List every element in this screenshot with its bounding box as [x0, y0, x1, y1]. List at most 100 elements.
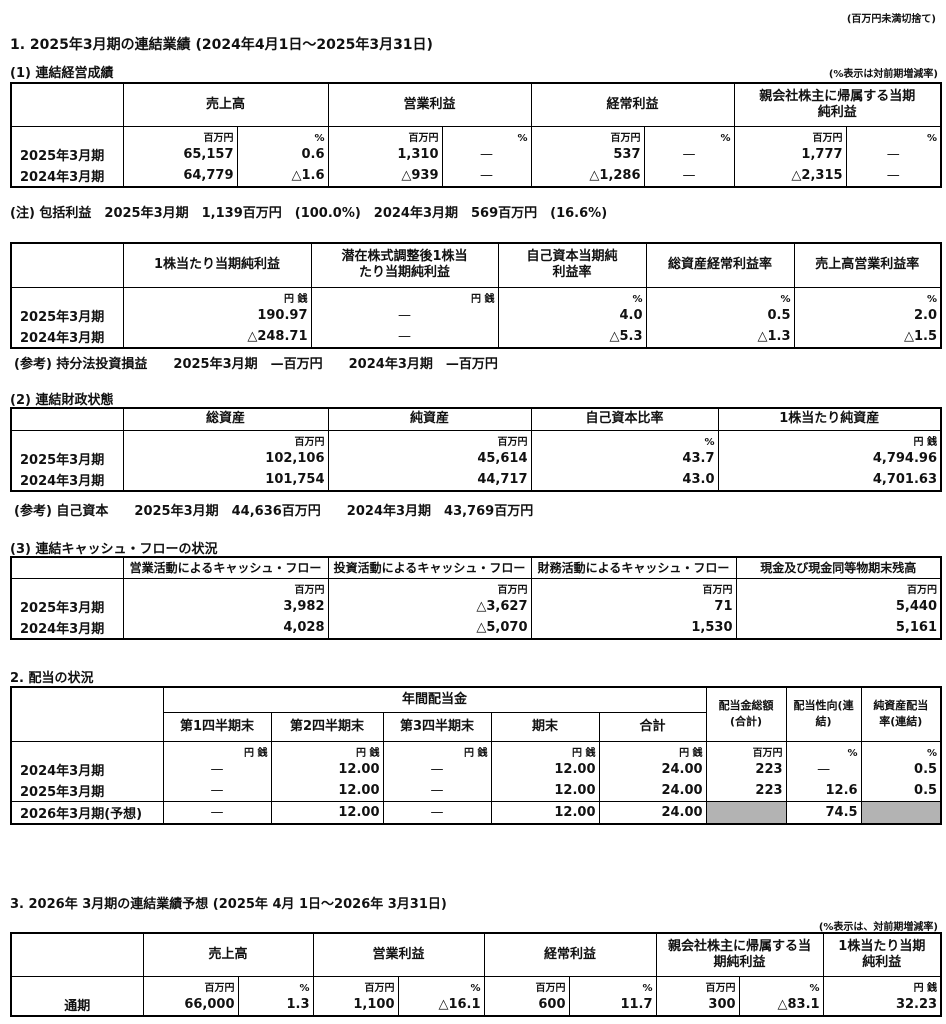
- section1-title: 1. 2025年3月期の連結業績 (2024年4月1日～2025年3月31日): [10, 37, 433, 53]
- header-sales: 売上高: [142, 933, 314, 977]
- table-body: 百万円 百万円 百万円 百万円 2025年3月期 3,982 △3,627 71 5,440 20…: [10, 577, 942, 639]
- cell-value: —: [785, 758, 862, 780]
- unit-label: %: [645, 286, 795, 305]
- per-share-table: 1株当たり当期純利益 潜在株式調整後1株当たり当期純利益 自己資本当期純利益率 …: [10, 242, 942, 349]
- cell-value: —: [643, 143, 735, 165]
- header-blank: [10, 408, 124, 431]
- row-label: 2025年3月期: [10, 595, 124, 617]
- cell-value: 24.00: [598, 758, 707, 780]
- header-roe: 自己資本当期純利益率: [497, 243, 647, 288]
- unit-label: [10, 740, 164, 759]
- header-operating-margin: 売上高営業利益率: [793, 243, 942, 288]
- header-operating-profit: 営業利益: [327, 83, 532, 127]
- unit-label: [10, 429, 124, 448]
- cell-value: 1,777: [733, 143, 847, 165]
- header-diluted-eps: 潜在株式調整後1株当たり当期純利益: [310, 243, 499, 288]
- cell-value: —: [845, 143, 942, 165]
- unit-label: %: [237, 975, 314, 994]
- row-label: 通期: [10, 993, 144, 1016]
- cell-value: 1.3: [237, 993, 314, 1016]
- cell-value: [705, 800, 787, 824]
- cell-value: —: [162, 758, 272, 780]
- cell-value: 101,754: [122, 468, 329, 491]
- header-investing-cf: 投資活動によるキャッシュ・フロー: [327, 557, 532, 579]
- units-row: 円 銭円 銭%%%: [10, 286, 942, 305]
- unit-label: 百万円: [530, 577, 737, 596]
- table-row: 2024年3月期 64,779 △1.6 △939— △1,286— △2,315—: [10, 164, 942, 187]
- unit-label: 百万円: [122, 429, 329, 448]
- unit-label: 百万円: [705, 740, 787, 759]
- cell-value: 45,614: [327, 447, 532, 469]
- cell-value: —: [441, 164, 532, 187]
- header-payout-ratio: 配当性向(連結): [785, 687, 862, 742]
- cell-value: 65,157: [122, 143, 238, 165]
- sub3-title: (3) 連結キャッシュ・フローの状況: [10, 542, 218, 557]
- unit-label: 百万円: [735, 577, 942, 596]
- cell-value: △16.1: [397, 993, 485, 1016]
- unit-label: [10, 286, 124, 305]
- unit-note: (百万円未満切捨て): [846, 14, 936, 25]
- unit-label: %: [793, 286, 942, 305]
- unit-label: 百万円: [327, 577, 532, 596]
- unit-label: 円 銭: [310, 286, 499, 305]
- sub1-title: (1) 連結経営成績: [10, 66, 114, 81]
- dividend-table: 年間配当金 配当金総額(合計) 配当性向(連結) 純資産配当率(連結) 第1四半…: [10, 686, 943, 825]
- header-bps: 1株当たり純資産: [717, 408, 942, 431]
- cell-value: 102,106: [122, 447, 329, 469]
- header-year-end: 期末: [490, 712, 600, 742]
- unit-label: %: [441, 125, 532, 144]
- financial-position-table: 総資産 純資産 自己資本比率 1株当たり純資産 百万円 百万円% 円 銭 2025年3…: [10, 407, 942, 492]
- cell-value: 4,701.63: [717, 468, 942, 491]
- cell-value: △1.5: [793, 325, 942, 348]
- cell-value: 223: [705, 758, 787, 780]
- unit-label: 円 銭: [598, 740, 707, 759]
- section2-title: 2. 配当の状況: [10, 671, 94, 686]
- cell-value: 12.00: [270, 758, 384, 780]
- table-body: 百万円% 百万円% 百万円% 百万円% 円 銭通期 66,000 1.3 1,100 △16.1…: [10, 975, 942, 1016]
- row-label: 2025年3月期: [10, 447, 124, 469]
- cell-value: 0.5: [860, 779, 942, 801]
- cell-value: △3,627: [327, 595, 532, 617]
- cell-value: —: [310, 304, 499, 326]
- cell-value: △1.3: [645, 325, 795, 348]
- cell-value: —: [162, 779, 272, 801]
- unit-label: 円 銭: [717, 429, 942, 448]
- table-row: 2024年3月期 △248.71— △5.3 △1.3 △1.5: [10, 325, 942, 348]
- cell-value: —: [845, 164, 942, 187]
- cell-value: 1,310: [327, 143, 443, 165]
- unit-label: %: [497, 286, 647, 305]
- cell-value: —: [382, 779, 492, 801]
- cash-flow-table: 営業活動によるキャッシュ・フロー 投資活動によるキャッシュ・フロー 財務活動によ…: [10, 556, 942, 640]
- table-row: 2025年3月期 3,982 △3,627 71 5,440: [10, 595, 942, 617]
- unit-label: 円 銭: [122, 286, 312, 305]
- operating-results-table: 売上高 営業利益 経常利益 親会社株主に帰属する当期純利益 百万円% 百万円% 百万…: [10, 82, 943, 188]
- cell-value: △5.3: [497, 325, 647, 348]
- header-total-assets: 総資産: [122, 408, 329, 431]
- unit-label: 百万円: [312, 975, 399, 994]
- header-ordinary-profit: 経常利益: [483, 933, 657, 977]
- equity-note: (参考) 自己資本 2025年3月期 44,636百万円 2024年3月期 43…: [14, 504, 534, 519]
- header-net-profit: 親会社株主に帰属する当期純利益: [733, 83, 942, 127]
- table-body: 百万円 百万円% 円 銭 2025年3月期 102,106 45,614 43.7 4,794…: [10, 429, 942, 491]
- header-blank: [10, 243, 124, 288]
- units-row: 百万円 百万円 百万円 百万円: [10, 577, 942, 596]
- header-eps: 1株当たり当期純利益: [822, 933, 942, 977]
- section3-note: (%表示は、対前期増減率): [818, 922, 938, 933]
- unit-label: 円 銭: [270, 740, 384, 759]
- cell-value: △83.1: [738, 993, 824, 1016]
- unit-label: %: [530, 429, 719, 448]
- header-roa: 総資産経常利益率: [645, 243, 795, 288]
- cell-value: △5,070: [327, 616, 532, 639]
- cell-value: 44,717: [327, 468, 532, 491]
- unit-label: 百万円: [327, 125, 443, 144]
- table-body: 百万円% 百万円% 百万円% 百万円% 2025年3月期 65,157 0.6 1,310—5…: [10, 125, 942, 187]
- header-q3: 第3四半期末: [382, 712, 492, 742]
- unit-label: 百万円: [655, 975, 740, 994]
- cell-value: 223: [705, 779, 787, 801]
- comprehensive-income-note: (注) 包括利益 2025年3月期 1,139百万円 (100.0%) 2024…: [10, 206, 608, 221]
- row-label: 2024年3月期: [10, 468, 124, 491]
- cell-value: △1,286: [530, 164, 645, 187]
- header-blank: [10, 83, 124, 127]
- row-label: 2026年3月期(予想): [10, 800, 164, 824]
- unit-label: 百万円: [733, 125, 847, 144]
